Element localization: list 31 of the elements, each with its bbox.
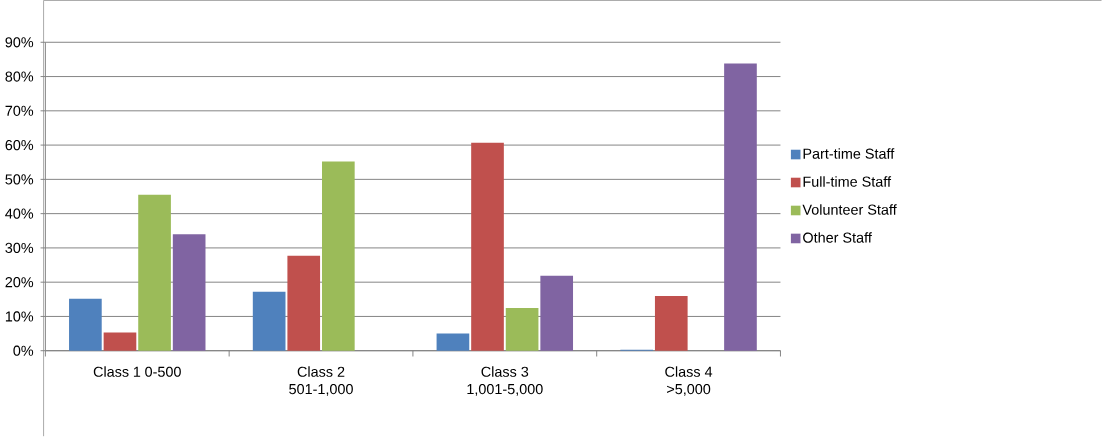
bar: [138, 194, 171, 351]
y-tick-label: 90%: [5, 37, 34, 48]
bar: [471, 142, 504, 351]
y-tick-label: 70%: [5, 105, 34, 117]
y-tick-label: 50%: [5, 174, 34, 185]
y-tick-label: 10%: [5, 311, 34, 322]
bar: [252, 291, 286, 351]
legend-label: Other Staff: [803, 232, 872, 243]
bar: [654, 296, 688, 351]
x-tick-label: Class 1 0-500: [93, 366, 181, 378]
y-tick-label: 60%: [5, 140, 34, 151]
bar: [287, 255, 321, 351]
bar: [103, 332, 137, 351]
legend-label: Full-time Staff: [803, 176, 892, 187]
bar: [724, 63, 757, 351]
y-tick-label: 0%: [13, 345, 34, 356]
legend-label: Part-time Staff: [803, 148, 895, 159]
bar: [436, 333, 470, 351]
bar: [69, 298, 102, 351]
x-tick-label: Class 2 501-1,000: [289, 366, 353, 397]
x-tick-label: Class 4 >5,000: [665, 366, 713, 397]
y-tick-label: 40%: [5, 208, 34, 219]
bar: [172, 234, 206, 351]
bar: [540, 275, 574, 351]
legend-label: Volunteer Staff: [802, 204, 897, 215]
y-tick-label: 80%: [5, 71, 34, 82]
y-tick-label: 30%: [5, 242, 34, 254]
bar: [505, 308, 539, 351]
bar: [322, 161, 355, 351]
x-tick-label: Class 3 1,001-5,000: [467, 366, 543, 397]
y-tick-label: 20%: [5, 277, 34, 288]
